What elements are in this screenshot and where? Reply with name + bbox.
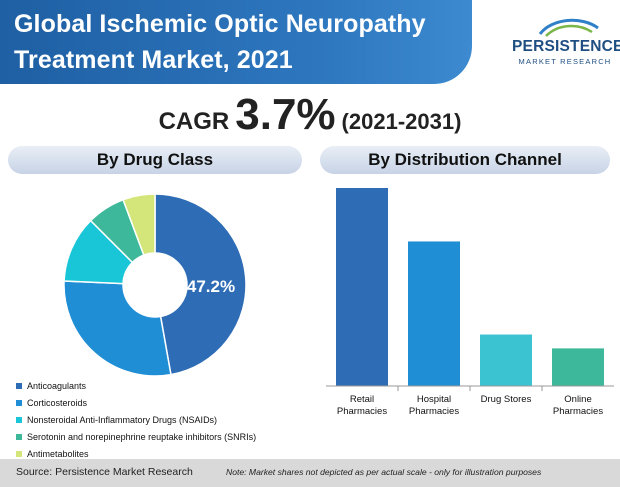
footer-bar: Source: Persistence Market Research Note… bbox=[0, 459, 620, 487]
bar-category-label-line2: Pharmacies bbox=[337, 406, 387, 417]
legend-swatch bbox=[16, 382, 22, 389]
bar-category-label-line2: Pharmacies bbox=[409, 406, 459, 417]
logo-swoosh-icon bbox=[538, 18, 599, 37]
legend-label: Anticoagulants bbox=[27, 380, 87, 391]
distribution-channel-header: By Distribution Channel bbox=[320, 146, 610, 174]
page-title-line-2: Treatment Market, 2021 bbox=[14, 46, 293, 74]
bar-1 bbox=[408, 241, 460, 386]
cagr-label: CAGR bbox=[158, 108, 230, 135]
bar-category-label-line2: Pharmacies bbox=[553, 406, 603, 417]
bar-category-label: Hospital bbox=[417, 394, 451, 405]
bar-2 bbox=[480, 334, 532, 386]
donut-slice-0 bbox=[154, 193, 247, 376]
cagr-banner: CAGR 3.7% (2021-2031) bbox=[0, 90, 620, 139]
footer-source: Source: Persistence Market Research bbox=[16, 466, 193, 478]
drug-class-header: By Drug Class bbox=[8, 146, 302, 174]
bar-category-label: Online bbox=[564, 394, 591, 405]
bar-3 bbox=[552, 348, 604, 386]
bar-category-label: Retail bbox=[350, 394, 374, 405]
legend-item: Antimetabolites bbox=[16, 445, 316, 462]
donut-slice-4 bbox=[122, 193, 156, 256]
title-banner: Global Ischemic Optic Neuropathy Treatme… bbox=[0, 0, 472, 84]
legend-swatch bbox=[16, 416, 22, 423]
legend-label: Nonsteroidal Anti-Inflammatory Drugs (NS… bbox=[27, 414, 218, 425]
legend-swatch bbox=[16, 450, 22, 457]
cagr-period: (2021-2031) bbox=[341, 109, 462, 134]
legend-label: Serotonin and norepinephrine reuptake in… bbox=[27, 431, 257, 442]
persistence-logo: PERSISTENCE MARKET RESEARCH bbox=[512, 16, 620, 82]
page-title-line-1: Global Ischemic Optic Neuropathy bbox=[14, 10, 426, 38]
bar-category-label: Drug Stores bbox=[481, 394, 532, 405]
footer-note: Note: Market shares not depicted as per … bbox=[226, 467, 542, 477]
cagr-value: 3.7% bbox=[235, 90, 336, 139]
legend-label: Antimetabolites bbox=[27, 448, 89, 459]
drug-class-donut-chart: 47.2% bbox=[63, 193, 247, 377]
drug-class-legend: Anticoagulants Corticosteroids Nonsteroida… bbox=[16, 377, 316, 462]
legend-item: Serotonin and norepinephrine reuptake in… bbox=[16, 428, 316, 445]
legend-label: Corticosteroids bbox=[27, 397, 88, 408]
legend-swatch bbox=[16, 399, 22, 406]
donut-slice-1 bbox=[63, 280, 172, 377]
legend-item: Corticosteroids bbox=[16, 394, 316, 411]
legend-item: Nonsteroidal Anti-Inflammatory Drugs (NS… bbox=[16, 411, 316, 428]
bar-0 bbox=[336, 188, 388, 386]
legend-item: Anticoagulants bbox=[16, 377, 316, 394]
donut-center-label: 47.2% bbox=[187, 277, 235, 296]
logo-subtitle: MARKET RESEARCH bbox=[518, 57, 612, 66]
legend-swatch bbox=[16, 433, 22, 440]
logo-name: PERSISTENCE bbox=[512, 38, 620, 55]
